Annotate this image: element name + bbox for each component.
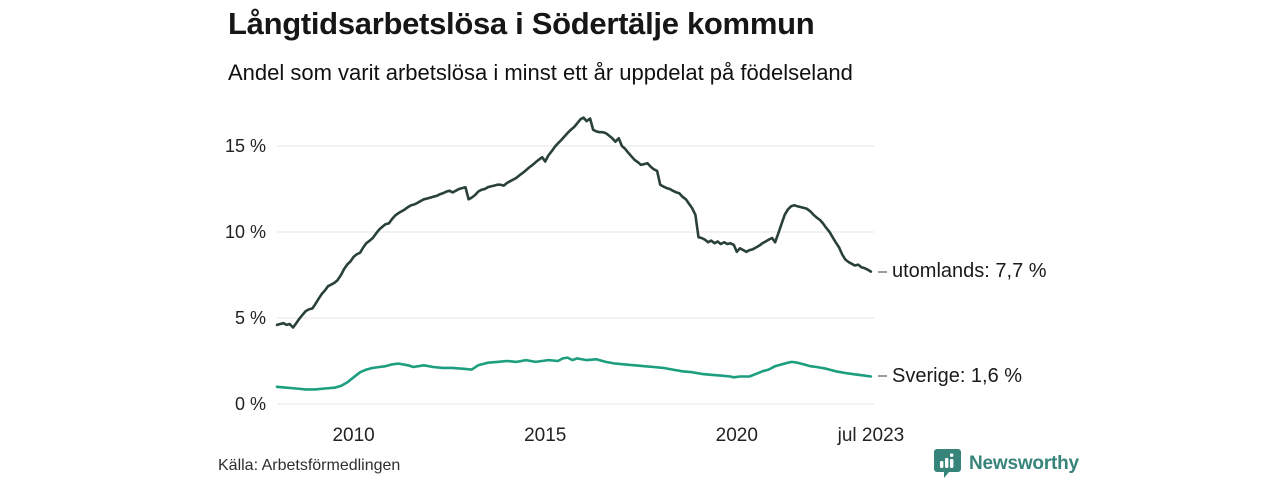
series-line-utomlands (275, 116, 873, 329)
newsworthy-logo-icon (934, 449, 961, 478)
x-axis-tick-label: jul 2023 (837, 425, 905, 446)
series-label-text: Sverige: 1,6 % (892, 364, 1023, 387)
page-title: Långtidsarbetslösa i Södertälje kommun (228, 6, 815, 41)
y-axis-tick-label: 0 % (235, 394, 266, 414)
brand-name: Newsworthy (969, 452, 1079, 474)
x-axis-tick-label: 2010 (332, 425, 374, 446)
y-axis-tick-label: 5 % (235, 308, 266, 328)
x-axis-tick-label: 2020 (716, 425, 758, 446)
label-tick-dash (878, 270, 887, 273)
y-axis-tick-label: 10 % (225, 222, 266, 242)
series-label-sverige: Sverige: 1,6 % (878, 362, 1022, 390)
y-axis-tick-label: 15 % (225, 136, 266, 156)
series-label-text: utomlands: 7,7 % (892, 260, 1047, 283)
newsworthy-logo: Newsworthy (934, 449, 1079, 478)
source-note: Källa: Arbetsförmedlingen (218, 457, 401, 474)
series-line-Sverige (275, 356, 873, 391)
chart-subtitle: Andel som varit arbetslösa i minst ett å… (228, 60, 853, 85)
x-axis-tick-label: 2015 (524, 425, 566, 446)
label-tick-dash (878, 375, 887, 378)
series-label-utomlands: utomlands: 7,7 % (878, 258, 1047, 286)
